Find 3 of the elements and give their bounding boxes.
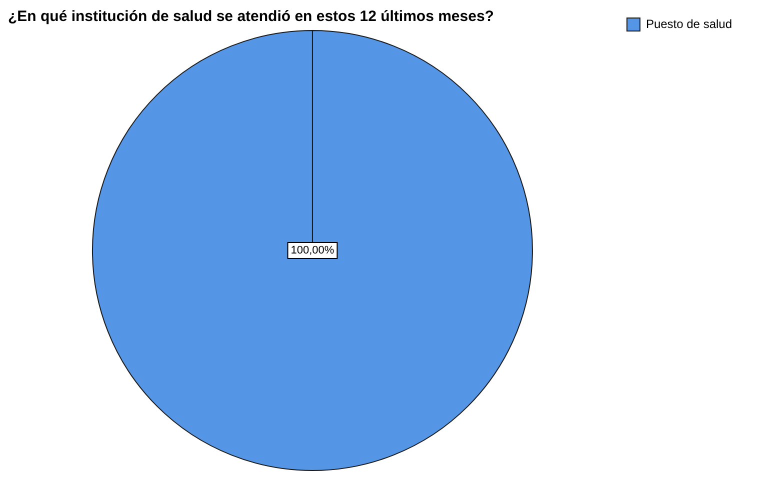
data-label: 100,00%: [290, 244, 334, 257]
legend-label: Puesto de salud: [646, 16, 732, 31]
chart-title: ¿En qué institución de salud se atendió en estos 12 últimos meses?: [8, 8, 494, 26]
